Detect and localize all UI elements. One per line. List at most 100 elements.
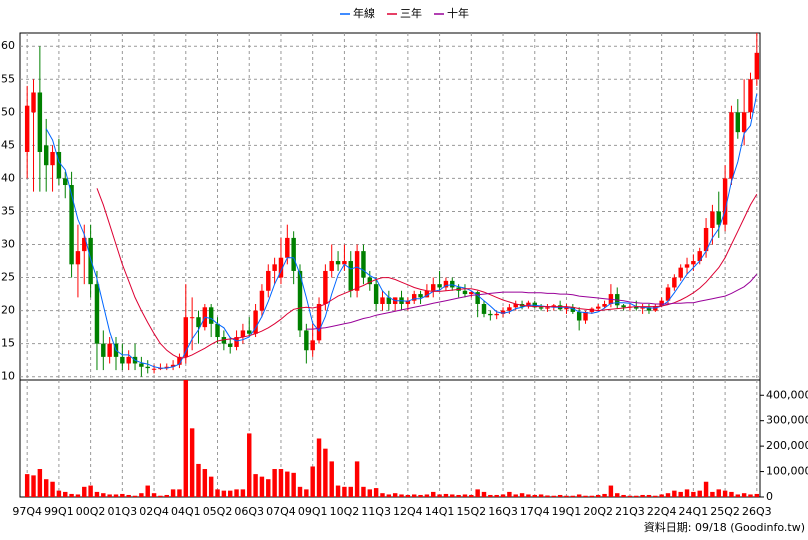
volume-bar xyxy=(538,494,544,497)
volume-bar xyxy=(367,489,373,497)
volume-bar xyxy=(215,489,220,497)
candle-body xyxy=(75,251,81,265)
candle-body xyxy=(291,237,296,271)
candle-body xyxy=(443,280,449,288)
volume-bar xyxy=(703,481,709,497)
candle-body xyxy=(488,313,493,316)
volume-bar xyxy=(424,494,430,497)
candle-body xyxy=(691,261,696,265)
volume-bar xyxy=(56,490,62,497)
candle-body xyxy=(240,330,246,338)
volume-bar xyxy=(659,494,664,497)
x-tick-label: 06Q3 xyxy=(234,505,264,518)
volume-bar xyxy=(576,494,582,497)
x-tick-label: 00Q2 xyxy=(76,505,106,518)
volume-bar xyxy=(386,494,392,497)
candle-body xyxy=(177,356,182,365)
candle-body xyxy=(285,237,290,258)
volume-bar xyxy=(75,494,81,497)
candle-body xyxy=(634,306,639,309)
candle-body xyxy=(716,211,721,225)
volume-bar xyxy=(373,488,379,497)
candle-body xyxy=(754,52,760,80)
candle-body xyxy=(361,251,366,278)
candle-body xyxy=(189,317,195,319)
volume-bar xyxy=(475,489,480,497)
volume-bar xyxy=(316,438,322,497)
volume-bar xyxy=(151,493,157,497)
candle-body xyxy=(570,307,576,312)
volume-bar xyxy=(716,489,721,497)
x-tick-label: 10Q2 xyxy=(330,505,360,518)
volume-bar xyxy=(247,433,252,497)
candle-body xyxy=(405,300,411,304)
candle-body xyxy=(507,307,512,311)
volume-bar xyxy=(361,486,366,497)
volume-bar xyxy=(570,495,576,497)
price-frame xyxy=(19,32,761,381)
volume-bar xyxy=(418,494,423,497)
x-tick-label: 09Q1 xyxy=(298,505,328,518)
x-tick-label: 25Q2 xyxy=(710,505,740,518)
candle-body xyxy=(266,270,271,291)
volume-bar xyxy=(329,461,334,497)
x-tick-label: 11Q3 xyxy=(361,505,391,518)
candle-body xyxy=(272,264,277,271)
volume-bar xyxy=(678,491,683,497)
volume-bar xyxy=(259,476,265,497)
volume-bar xyxy=(431,491,436,497)
volume-bar xyxy=(88,485,93,497)
volume-bar xyxy=(94,491,100,497)
y-tick-label: 55 xyxy=(1,72,15,85)
y-tick-label: 25 xyxy=(1,271,15,284)
candle-body xyxy=(107,343,112,357)
candle-body xyxy=(545,307,550,309)
candle-body xyxy=(310,340,315,351)
x-tick-label: 16Q3 xyxy=(488,505,518,518)
candle-body xyxy=(316,303,322,341)
volume-bar xyxy=(297,486,303,497)
volume-bar xyxy=(437,494,442,497)
candle-body xyxy=(386,297,392,304)
volume-bar xyxy=(735,494,741,497)
volume-bar xyxy=(43,479,49,497)
candle-body xyxy=(145,366,150,369)
legend-label: 年線 xyxy=(353,6,375,20)
legend-label: 十年 xyxy=(447,6,469,20)
candle-body xyxy=(665,287,671,301)
volume-bar xyxy=(208,476,214,497)
candle-body xyxy=(469,292,474,295)
candle-body xyxy=(170,364,176,367)
volume-bar xyxy=(754,493,760,497)
y-tick-label: 40 xyxy=(1,171,15,184)
volume-bar xyxy=(748,494,753,497)
candle-body xyxy=(56,151,62,179)
volume-bar xyxy=(589,495,595,497)
footer: 資料日期: 09/18 (Goodinfo.tw) xyxy=(644,520,805,534)
volume-bar xyxy=(24,474,30,497)
volume-bar xyxy=(583,495,588,497)
volume-bar xyxy=(411,494,417,497)
candle-body xyxy=(576,311,582,321)
volume-bar xyxy=(221,490,227,497)
legend-label: 三年 xyxy=(400,6,422,20)
candle-body xyxy=(710,211,715,228)
volume-bar xyxy=(494,494,499,497)
volume-bar xyxy=(139,493,144,497)
candle-body xyxy=(481,303,487,314)
volume-tick-label: 0 xyxy=(766,490,773,503)
volume-bar xyxy=(342,486,347,497)
volume-bar xyxy=(291,472,296,497)
candle-body xyxy=(431,284,436,291)
candle-body xyxy=(94,284,100,344)
volume-bar xyxy=(164,494,169,497)
candle-body xyxy=(678,267,683,278)
volume-bar xyxy=(31,475,36,497)
candle-body xyxy=(703,227,709,252)
volume-bar xyxy=(50,481,55,497)
candle-body xyxy=(741,112,747,133)
candle-body xyxy=(729,112,734,179)
candle-body xyxy=(50,151,55,166)
x-tick-label: 14Q1 xyxy=(425,505,455,518)
ma-line xyxy=(96,188,758,359)
